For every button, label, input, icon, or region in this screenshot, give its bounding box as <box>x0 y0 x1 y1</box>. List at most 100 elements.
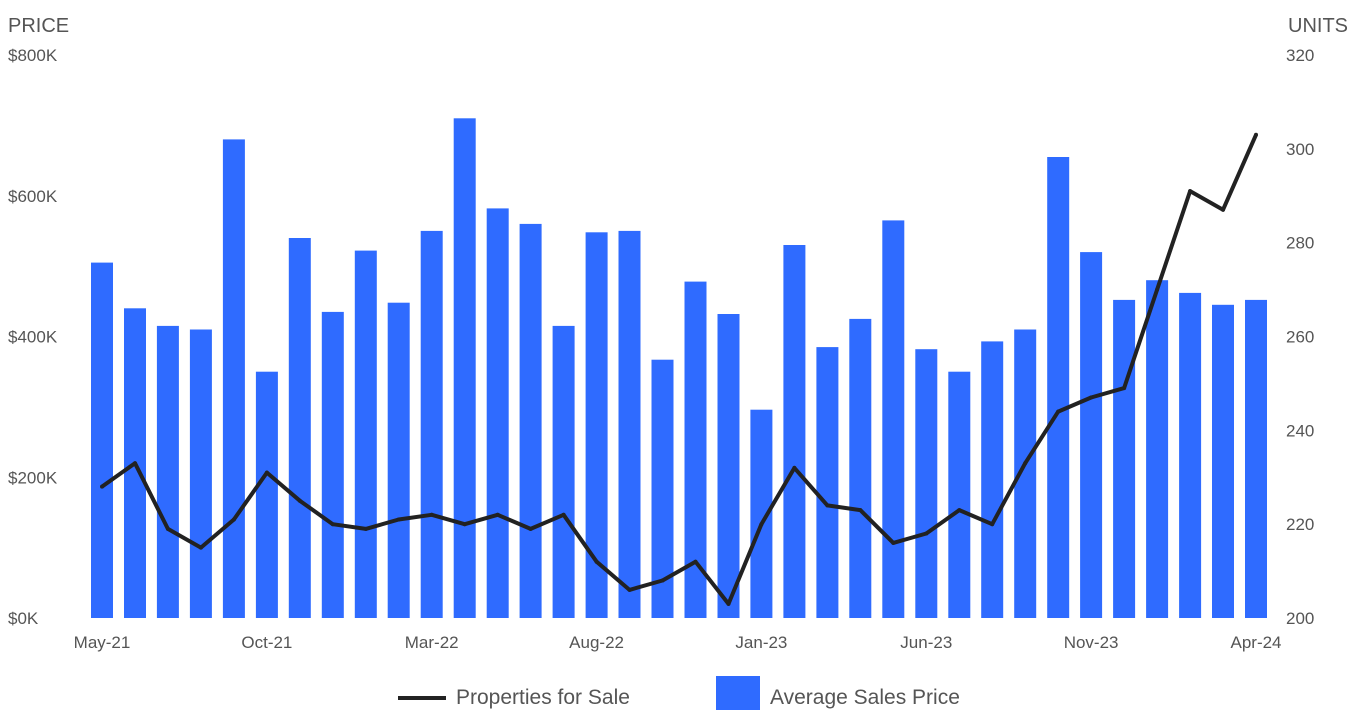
units-point-aug-21[interactable] <box>198 545 203 550</box>
left-tick-label: $200K <box>8 468 58 487</box>
price-bar-dec-22[interactable] <box>717 314 740 618</box>
legend: Properties for Sale Average Sales Price <box>398 676 960 710</box>
price-bar-may-23[interactable] <box>882 220 905 618</box>
units-point-nov-21[interactable] <box>297 498 302 503</box>
price-bar-jun-23[interactable] <box>915 349 938 618</box>
x-tick-label: Aug-22 <box>569 633 624 652</box>
units-point-dec-21[interactable] <box>330 522 335 527</box>
units-point-nov-22[interactable] <box>693 559 698 564</box>
price-bar-feb-24[interactable] <box>1179 292 1202 618</box>
left-axis: $0K $200K $400K $600K $800K <box>8 46 58 628</box>
right-tick-label: 280 <box>1286 234 1314 253</box>
units-point-feb-23[interactable] <box>792 465 797 470</box>
right-axis-title: UNITS <box>1288 15 1348 37</box>
price-bar-feb-22[interactable] <box>387 302 410 618</box>
price-bar-may-22[interactable] <box>486 208 509 618</box>
price-bar-dec-21[interactable] <box>321 311 344 618</box>
x-tick-label: Jan-23 <box>735 633 787 652</box>
units-point-jan-22[interactable] <box>363 526 368 531</box>
units-point-oct-23[interactable] <box>1056 409 1061 414</box>
price-bar-jul-21[interactable] <box>156 325 179 618</box>
price-bar-feb-23[interactable] <box>783 245 806 618</box>
price-bar-jan-24[interactable] <box>1146 280 1169 618</box>
price-bar-jun-22[interactable] <box>519 223 542 618</box>
units-point-jun-23[interactable] <box>924 531 929 536</box>
left-tick-label: $800K <box>8 46 58 65</box>
price-bar-sep-21[interactable] <box>222 139 245 618</box>
price-bar-jan-22[interactable] <box>354 250 377 618</box>
price-bar-jan-23[interactable] <box>750 409 773 618</box>
units-point-sep-22[interactable] <box>627 587 632 592</box>
price-bar-sep-23[interactable] <box>1014 329 1037 619</box>
units-line[interactable] <box>100 133 1258 606</box>
units-point-apr-22[interactable] <box>462 522 467 527</box>
units-point-jul-23[interactable] <box>957 508 962 513</box>
units-point-dec-22[interactable] <box>726 601 731 606</box>
units-point-jul-21[interactable] <box>165 526 170 531</box>
units-point-may-21[interactable] <box>100 484 104 489</box>
legend-item-price[interactable]: Average Sales Price <box>716 676 960 710</box>
units-point-sep-23[interactable] <box>1023 461 1028 466</box>
legend-label-price: Average Sales Price <box>770 686 960 709</box>
price-bar-aug-21[interactable] <box>189 329 212 619</box>
units-point-mar-24[interactable] <box>1221 207 1225 212</box>
price-bar-oct-23[interactable] <box>1047 157 1070 618</box>
price-bar-apr-22[interactable] <box>453 118 476 619</box>
x-tick-label: Apr-24 <box>1230 633 1281 652</box>
price-bar-dec-23[interactable] <box>1113 299 1136 618</box>
price-bar-oct-22[interactable] <box>651 359 674 618</box>
price-bar-jul-22[interactable] <box>552 325 575 618</box>
price-bar-jul-23[interactable] <box>948 371 971 618</box>
price-bar-nov-21[interactable] <box>288 238 311 618</box>
units-point-mar-23[interactable] <box>825 503 830 508</box>
units-point-sep-21[interactable] <box>231 517 236 522</box>
units-point-jun-22[interactable] <box>528 526 533 531</box>
units-point-apr-24[interactable] <box>1254 132 1258 137</box>
units-point-may-23[interactable] <box>891 540 896 545</box>
units-point-feb-24[interactable] <box>1188 189 1193 194</box>
right-tick-label: 200 <box>1286 609 1314 628</box>
right-axis: 200 220 240 260 280 300 320 <box>1286 46 1314 628</box>
units-point-oct-21[interactable] <box>264 470 269 475</box>
units-point-apr-23[interactable] <box>858 508 863 513</box>
legend-item-units[interactable]: Properties for Sale <box>398 686 630 709</box>
x-tick-label: May-21 <box>74 633 131 652</box>
price-bar-mar-22[interactable] <box>420 230 443 618</box>
units-point-feb-22[interactable] <box>396 517 401 522</box>
price-bar-apr-23[interactable] <box>849 318 872 618</box>
units-line-group <box>100 132 1258 606</box>
x-tick-label: Jun-23 <box>900 633 952 652</box>
units-point-aug-23[interactable] <box>990 522 995 527</box>
units-point-aug-22[interactable] <box>594 559 599 564</box>
price-bar-apr-24[interactable] <box>1245 299 1267 618</box>
price-bar-nov-23[interactable] <box>1080 252 1103 618</box>
price-bar-oct-21[interactable] <box>255 371 278 618</box>
right-tick-label: 220 <box>1286 515 1314 534</box>
left-tick-label: $400K <box>8 328 58 347</box>
price-bars-group <box>91 118 1267 619</box>
units-point-jul-22[interactable] <box>561 512 566 517</box>
units-point-jun-21[interactable] <box>133 461 137 466</box>
right-tick-label: 320 <box>1286 46 1314 65</box>
units-point-dec-23[interactable] <box>1122 386 1127 391</box>
x-tick-label: Mar-22 <box>405 633 459 652</box>
price-bar-aug-22[interactable] <box>585 232 608 619</box>
right-tick-label: 260 <box>1286 328 1314 347</box>
x-tick-label: Oct-21 <box>241 633 292 652</box>
price-bar-may-21[interactable] <box>91 262 113 618</box>
price-bar-sep-22[interactable] <box>618 230 641 618</box>
price-bar-nov-22[interactable] <box>684 281 707 618</box>
legend-label-units: Properties for Sale <box>456 686 630 709</box>
units-point-nov-23[interactable] <box>1089 395 1094 400</box>
price-bar-mar-24[interactable] <box>1212 304 1234 618</box>
units-point-mar-22[interactable] <box>429 512 434 517</box>
units-point-oct-22[interactable] <box>660 578 665 583</box>
units-point-jan-24[interactable] <box>1155 287 1160 292</box>
right-tick-label: 300 <box>1286 140 1314 159</box>
units-point-jan-23[interactable] <box>759 522 764 527</box>
units-point-may-22[interactable] <box>495 512 500 517</box>
left-tick-label: $0K <box>8 609 39 628</box>
price-bar-aug-23[interactable] <box>981 341 1004 618</box>
price-bar-mar-23[interactable] <box>816 347 839 618</box>
